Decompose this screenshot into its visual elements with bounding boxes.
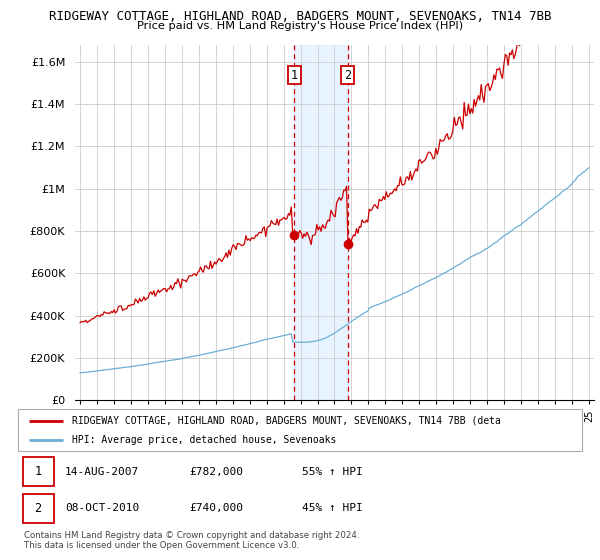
Text: HPI: Average price, detached house, Sevenoaks: HPI: Average price, detached house, Seve… (71, 435, 336, 445)
Text: 08-OCT-2010: 08-OCT-2010 (65, 503, 139, 513)
Text: 2: 2 (344, 68, 351, 82)
Text: RIDGEWAY COTTAGE, HIGHLAND ROAD, BADGERS MOUNT, SEVENOAKS, TN14 7BB (deta: RIDGEWAY COTTAGE, HIGHLAND ROAD, BADGERS… (71, 416, 500, 426)
Text: 1: 1 (34, 465, 41, 478)
Text: £782,000: £782,000 (189, 467, 243, 477)
FancyBboxPatch shape (23, 457, 53, 486)
Text: Contains HM Land Registry data © Crown copyright and database right 2024.
This d: Contains HM Land Registry data © Crown c… (24, 531, 359, 550)
Text: 45% ↑ HPI: 45% ↑ HPI (302, 503, 362, 513)
Text: 2: 2 (34, 502, 41, 515)
FancyBboxPatch shape (23, 494, 53, 523)
Text: RIDGEWAY COTTAGE, HIGHLAND ROAD, BADGERS MOUNT, SEVENOAKS, TN14 7BB: RIDGEWAY COTTAGE, HIGHLAND ROAD, BADGERS… (49, 10, 551, 23)
Text: £740,000: £740,000 (189, 503, 243, 513)
Text: 1: 1 (290, 68, 298, 82)
Text: 14-AUG-2007: 14-AUG-2007 (65, 467, 139, 477)
Bar (294, 45, 348, 400)
Text: Price paid vs. HM Land Registry's House Price Index (HPI): Price paid vs. HM Land Registry's House … (137, 21, 463, 31)
Text: 55% ↑ HPI: 55% ↑ HPI (302, 467, 362, 477)
